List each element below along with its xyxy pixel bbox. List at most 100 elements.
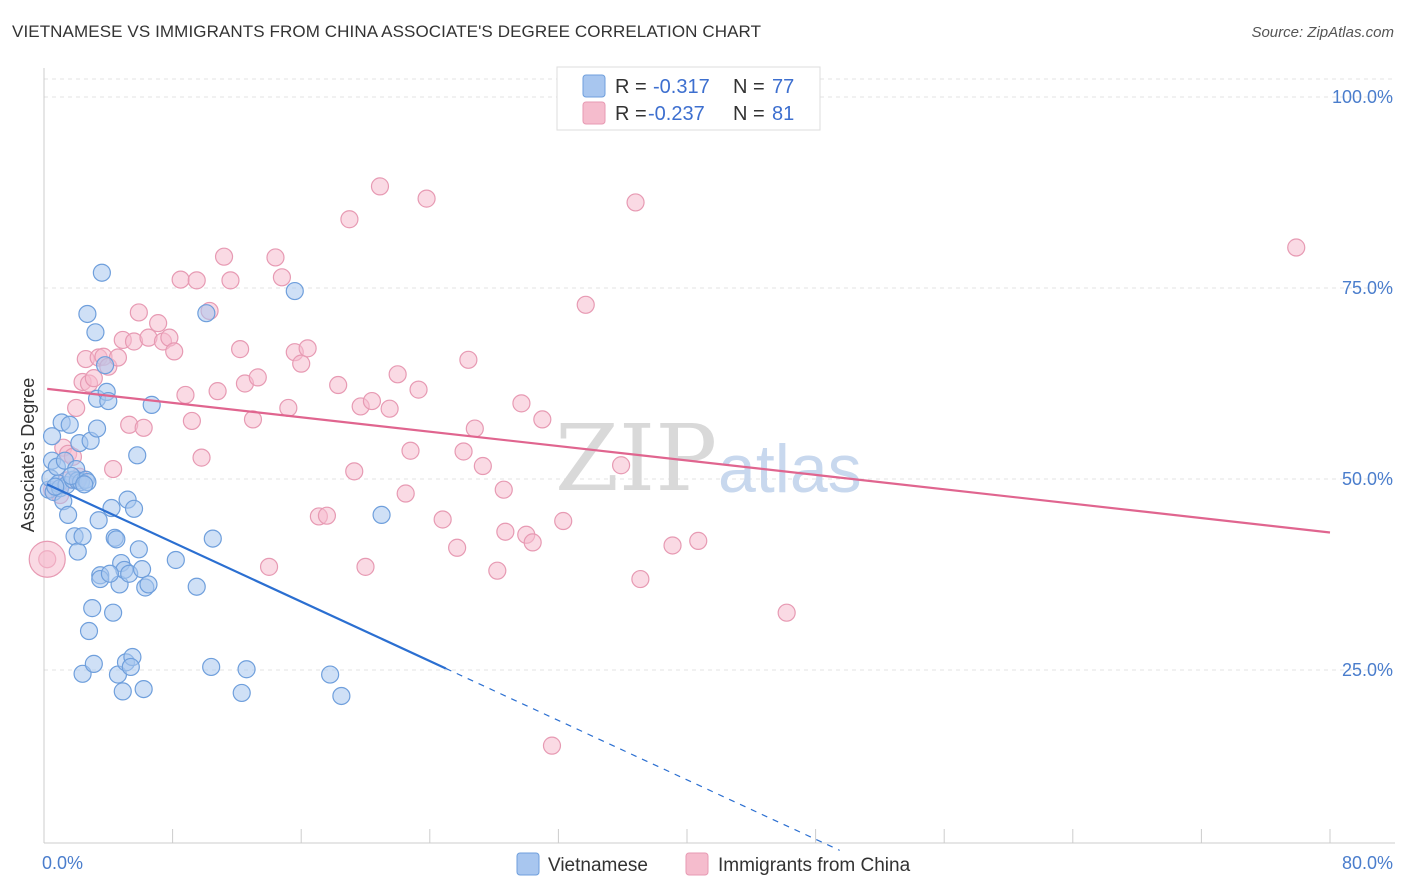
point-china-27 [165, 342, 184, 361]
point-vietnamese-55 [129, 540, 148, 559]
point-china-32 [192, 448, 211, 467]
point-china-large [28, 540, 66, 578]
point-vietnamese-2 [42, 427, 62, 446]
gridlines [44, 78, 1395, 671]
point-vietnamese-30 [86, 323, 105, 342]
series-vietnamese [39, 263, 391, 706]
trend-line-vietnamese [46, 483, 447, 670]
point-vietnamese-71 [372, 505, 391, 525]
point-vietnamese-24 [78, 304, 97, 324]
point-vietnamese-65 [203, 529, 222, 548]
point-vietnamese-74 [75, 475, 94, 494]
bottom-legend-vietnamese: Vietnamese [548, 855, 648, 876]
point-china-79 [611, 456, 631, 475]
legend-swatch-blue [582, 74, 606, 98]
trend-line-vietnamese-extension [445, 667, 840, 851]
point-china-49 [317, 506, 337, 525]
correlation-legend: R = -0.317 N = 77 R = -0.237 N = 81 [556, 66, 821, 131]
legend-n-value-2: 81 [772, 103, 794, 125]
legend-n-label-2: N = [733, 103, 765, 125]
point-vietnamese-56 [132, 560, 152, 579]
point-china-46 [292, 354, 311, 373]
point-china-71 [496, 522, 515, 541]
point-china-37 [231, 340, 250, 359]
point-vietnamese-29 [84, 654, 103, 673]
point-china-85 [1287, 238, 1306, 257]
trend-lines [46, 387, 1331, 851]
point-vietnamese-53 [124, 499, 144, 518]
point-china-65 [454, 442, 473, 461]
point-vietnamese-13 [60, 415, 79, 434]
point-vietnamese-28 [83, 599, 102, 618]
point-china-34 [208, 382, 227, 401]
y-tick-label-100: 100.0% [1332, 87, 1393, 107]
point-vietnamese-47 [113, 682, 132, 701]
point-china-16 [104, 459, 123, 479]
point-vietnamese-70 [332, 686, 351, 706]
point-vietnamese-62 [187, 577, 206, 596]
legend-r-label-1: R = [615, 76, 647, 98]
point-china-82 [663, 536, 682, 555]
point-vietnamese-72 [46, 477, 65, 496]
point-china-58 [388, 365, 407, 384]
watermark: ZIP atlas [555, 405, 862, 512]
point-china-29 [176, 385, 195, 405]
point-china-63 [433, 510, 452, 529]
point-china-40 [248, 368, 267, 387]
bottom-legend-swatch-vietnamese [516, 852, 540, 876]
point-china-42 [266, 248, 285, 267]
chart-title: VIETNAMESE VS IMMIGRANTS FROM CHINA ASSO… [12, 22, 762, 41]
point-vietnamese-69 [321, 665, 340, 684]
watermark-atlas: atlas [718, 431, 862, 507]
point-china-67 [465, 419, 484, 438]
point-vietnamese-32 [87, 419, 107, 438]
point-china-70 [494, 480, 513, 499]
point-vietnamese-41 [104, 603, 123, 622]
axes [43, 68, 1395, 844]
point-vietnamese-12 [59, 505, 78, 525]
point-vietnamese-21 [73, 527, 92, 546]
point-china-22 [134, 418, 153, 437]
legend-swatch-pink [582, 101, 606, 125]
legend-r-value-2: -0.237 [648, 103, 705, 125]
point-china-76 [542, 736, 562, 755]
point-china-7 [67, 398, 86, 418]
point-china-57 [380, 399, 399, 418]
legend-r-value-1: -0.317 [653, 76, 710, 98]
point-china-50 [329, 375, 348, 395]
y-axis-label: Associate's Degree [18, 378, 38, 533]
point-china-64 [448, 538, 467, 557]
legend-r-label-2: R = [615, 103, 647, 125]
x-tick-label-max: 80.0% [1342, 853, 1393, 873]
y-tick-label-25: 25.0% [1342, 660, 1393, 680]
point-china-75 [533, 410, 552, 429]
point-vietnamese-63 [197, 304, 216, 323]
point-china-66 [459, 350, 478, 369]
series-legend: Vietnamese Immigrants from China [516, 852, 911, 876]
point-china-55 [362, 391, 382, 411]
source-label: Source: ZipAtlas.com [1251, 24, 1394, 41]
point-china-44 [279, 398, 298, 418]
point-china-72 [512, 394, 531, 413]
point-china-54 [356, 557, 375, 576]
point-vietnamese-43 [107, 530, 126, 549]
point-vietnamese-68 [285, 281, 304, 301]
point-vietnamese-37 [95, 356, 115, 375]
legend-n-value-1: 77 [772, 76, 794, 98]
bottom-legend-china: Immigrants from China [718, 855, 911, 876]
point-china-80 [626, 193, 645, 212]
point-vietnamese-57 [134, 679, 153, 699]
x-tick-label-min: 0.0% [42, 853, 83, 873]
point-china-41 [259, 557, 279, 576]
point-china-21 [129, 303, 148, 322]
point-china-28 [171, 270, 190, 289]
y-tick-label-75: 75.0% [1342, 278, 1393, 298]
point-china-31 [187, 271, 206, 290]
point-china-68 [473, 456, 492, 476]
legend-n-label-1: N = [733, 76, 765, 98]
point-china-78 [576, 295, 595, 314]
point-china-61 [409, 380, 428, 399]
point-china-83 [689, 531, 708, 550]
trend-line-china [47, 387, 1331, 534]
